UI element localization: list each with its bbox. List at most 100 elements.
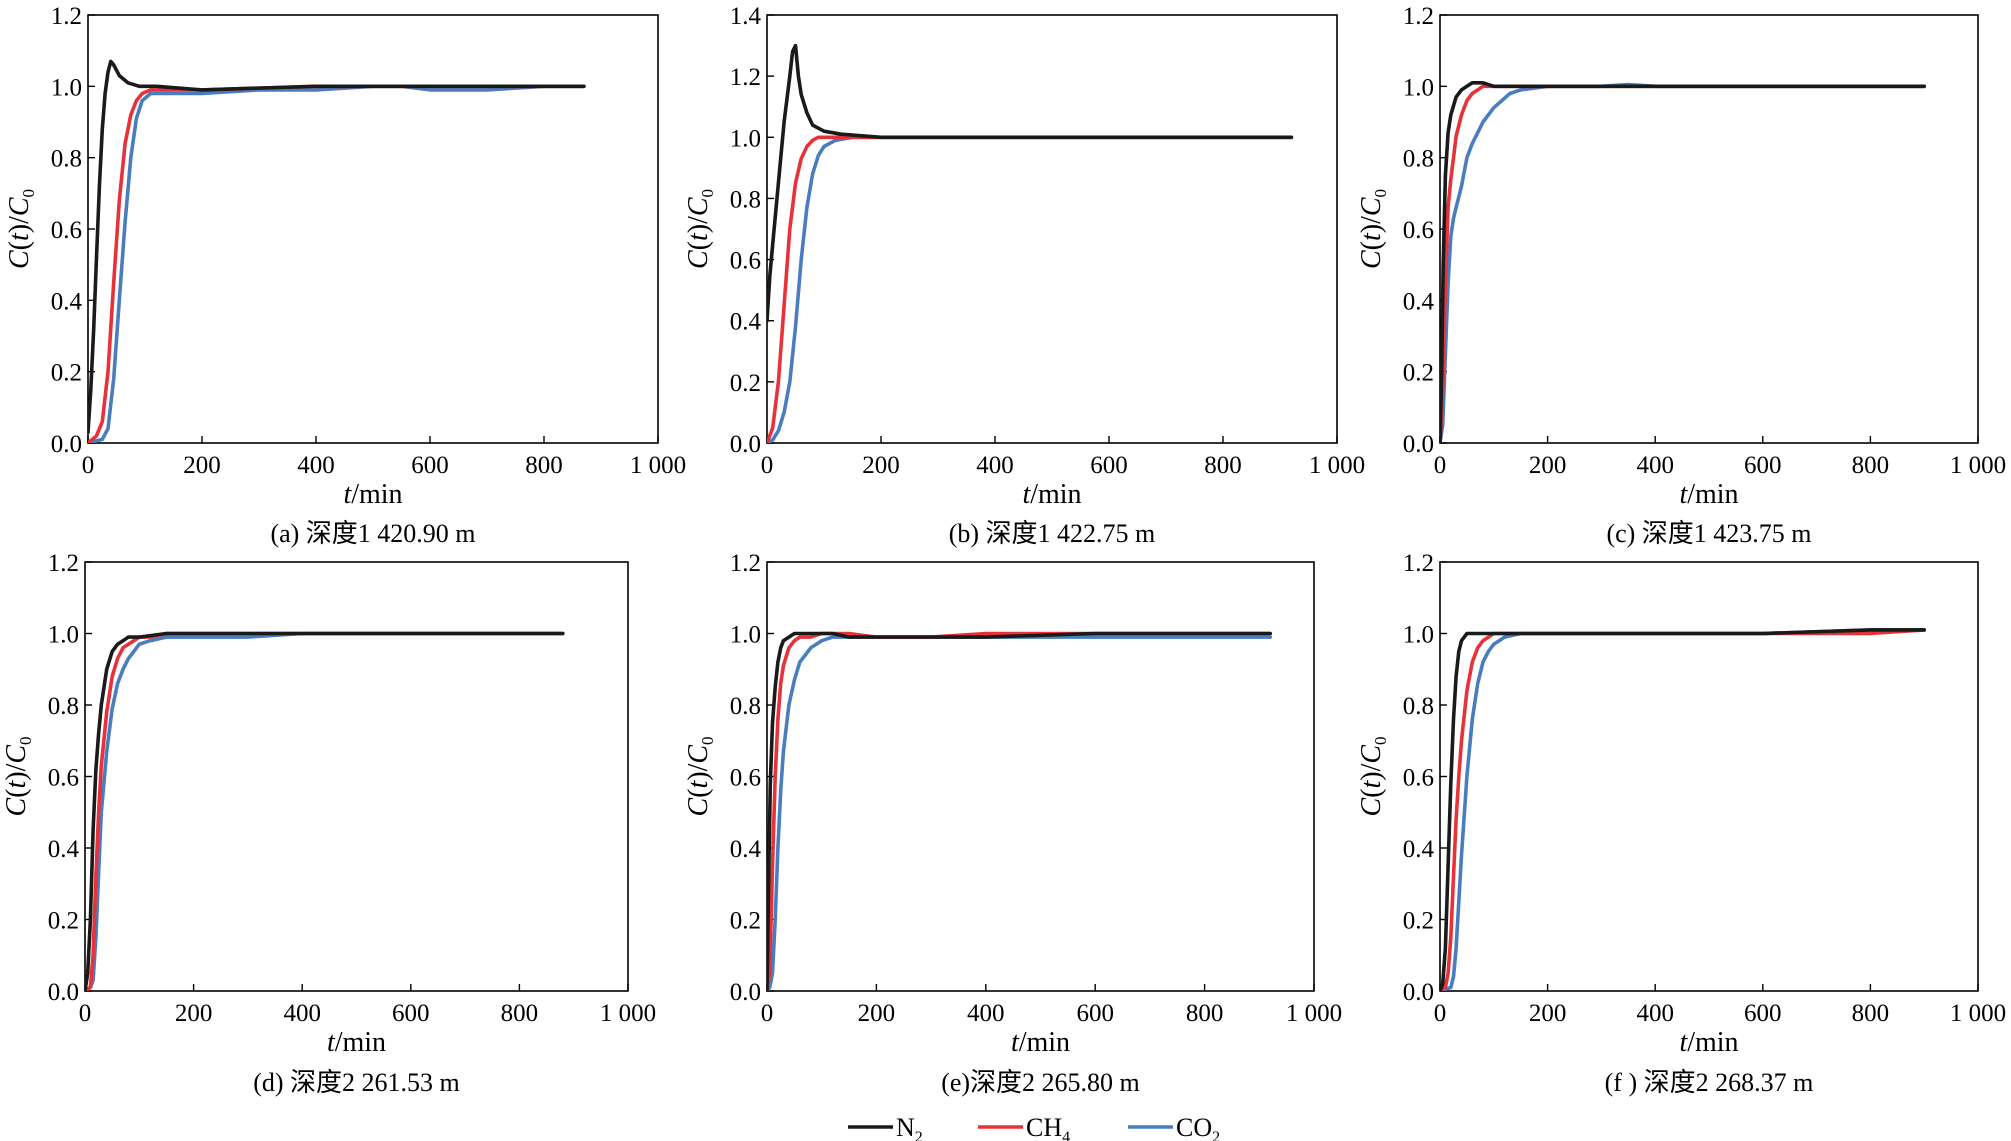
x-tick-label: 800 xyxy=(1204,452,1242,479)
x-axis-label: t/min xyxy=(343,479,402,510)
y-tick-label: 1.2 xyxy=(730,550,761,577)
x-tick-label: 1 000 xyxy=(1950,452,2006,479)
panel-caption: (d) 深度2 261.53 m xyxy=(253,1068,460,1097)
y-tick-label: 1.0 xyxy=(51,74,82,101)
y-tick-label: 1.0 xyxy=(1403,74,1434,101)
series-line-ch4 xyxy=(767,631,1272,991)
x-tick-label: 400 xyxy=(967,1000,1005,1027)
chart-panel-e: 0 200 400 600 800 1 000 0.0 0.2 0.4 0.6 0.8 1.0 1.2 t… xyxy=(683,550,1342,1097)
y-tick-label: 0.6 xyxy=(730,765,761,792)
y-tick-label: 1.2 xyxy=(730,64,761,91)
series-line-n2 xyxy=(1440,628,1926,991)
legend-label: N2 xyxy=(896,1113,923,1141)
x-tick-label: 1 000 xyxy=(1950,1000,2006,1027)
x-tick-label: 400 xyxy=(1636,452,1674,479)
x-tick-label: 1 000 xyxy=(1309,452,1365,479)
x-tick-label: 200 xyxy=(858,1000,896,1027)
y-tick-label: 0.8 xyxy=(51,146,82,173)
x-axis-label: t/min xyxy=(1679,479,1738,510)
y-tick-label: 1.4 xyxy=(730,3,762,30)
panel-caption: (a) 深度1 420.90 m xyxy=(270,519,475,548)
chart-panel-d: 0 200 400 600 800 1 000 0.0 0.2 0.4 0.6 0.8 1.0 1.2 t… xyxy=(1,550,656,1097)
plot-frame xyxy=(1439,561,1979,992)
x-tick-label: 0 xyxy=(761,452,774,479)
x-tick-label: 200 xyxy=(183,452,221,479)
legend-item-co2: CO2 xyxy=(1128,1113,1220,1141)
chart-panel-c: 0 200 400 600 800 1 000 0.0 0.2 0.4 0.6 0.8 1.0 1.2 t… xyxy=(1356,3,2006,548)
panel-caption: (b) 深度1 422.75 m xyxy=(949,519,1156,548)
y-tick-label: 0.2 xyxy=(730,908,761,935)
series-line-co2 xyxy=(1440,82,1926,443)
series-line-ch4 xyxy=(85,631,565,991)
y-tick-label: 0.6 xyxy=(1403,217,1434,244)
y-tick-label: 0.4 xyxy=(1403,288,1435,315)
x-tick-label: 800 xyxy=(1852,452,1890,479)
y-axis-label: C(t)/C0 xyxy=(1356,736,1390,816)
chart-panel-a: 0 200 400 600 800 1 000 0.0 0.2 0.4 0.6 0.8 1.0 1.2 t… xyxy=(4,3,686,548)
y-axis-label: C(t)/C0 xyxy=(1,736,35,816)
y-tick-label: 0.4 xyxy=(1403,836,1435,863)
y-tick-label: 1.0 xyxy=(730,622,761,649)
legend-label: CH4 xyxy=(1026,1113,1070,1141)
y-tick-label: 1.0 xyxy=(48,622,79,649)
x-tick-label: 0 xyxy=(82,452,95,479)
legend: N2 CH4 CO2 xyxy=(848,1113,1220,1141)
x-tick-label: 400 xyxy=(1636,1000,1674,1027)
y-axis-label: C(t)/C0 xyxy=(4,189,38,269)
y-tick-label: 1.2 xyxy=(1403,550,1434,577)
plot-frame xyxy=(84,561,629,992)
series-line-co2 xyxy=(767,635,1272,991)
y-tick-label: 1.2 xyxy=(48,550,79,577)
y-tick-label: 1.2 xyxy=(1403,3,1434,30)
y-tick-label: 0.4 xyxy=(51,288,83,315)
y-tick-label: 0.4 xyxy=(730,309,762,336)
x-axis-label: t/min xyxy=(1022,479,1081,510)
legend-item-n2: N2 xyxy=(848,1113,923,1141)
y-tick-label: 0.4 xyxy=(730,836,762,863)
y-tick-label: 0.0 xyxy=(730,979,761,1006)
y-tick-label: 0.0 xyxy=(1403,431,1434,458)
x-tick-label: 0 xyxy=(761,1000,774,1027)
y-tick-label: 0.0 xyxy=(51,431,82,458)
y-tick-label: 1.2 xyxy=(51,3,82,30)
plot-frame xyxy=(87,14,659,444)
series-line-co2 xyxy=(767,135,1294,443)
y-tick-label: 0.2 xyxy=(48,908,79,935)
y-tick-label: 1.0 xyxy=(730,125,761,152)
series-line-n2 xyxy=(1440,81,1926,443)
series-line-n2 xyxy=(85,631,565,991)
y-axis-label: C(t)/C0 xyxy=(683,736,717,816)
series-line-n2 xyxy=(767,631,1272,991)
series-line-ch4 xyxy=(88,84,586,443)
plot-frame xyxy=(766,14,1338,444)
y-tick-label: 0.2 xyxy=(51,360,82,387)
y-tick-label: 0.6 xyxy=(51,217,82,244)
x-tick-label: 0 xyxy=(79,1000,92,1027)
y-tick-label: 1.0 xyxy=(1403,622,1434,649)
y-tick-label: 0.0 xyxy=(48,979,79,1006)
x-tick-label: 200 xyxy=(1529,452,1567,479)
series-line-n2 xyxy=(767,43,1294,323)
x-tick-label: 0 xyxy=(1434,452,1447,479)
panels-group: 0 200 400 600 800 1 000 0.0 0.2 0.4 0.6 0.8 1.0 1.2 t… xyxy=(1,3,2006,1097)
series-line-ch4 xyxy=(767,135,1294,443)
series-line-co2 xyxy=(1440,628,1926,991)
y-tick-label: 0.4 xyxy=(48,836,80,863)
y-axis-label: C(t)/C0 xyxy=(683,189,717,269)
x-axis-label: t/min xyxy=(327,1027,386,1058)
y-tick-label: 0.0 xyxy=(730,431,761,458)
x-tick-label: 1 000 xyxy=(600,1000,656,1027)
x-tick-label: 800 xyxy=(525,452,563,479)
chart-panel-f: 0 200 400 600 800 1 000 0.0 0.2 0.4 0.6 0.8 1.0 1.2 t… xyxy=(1356,550,2006,1097)
x-tick-label: 600 xyxy=(1076,1000,1114,1027)
x-tick-label: 600 xyxy=(392,1000,430,1027)
chart-panel-b: 0 200 400 600 800 1 000 0.0 0.2 0.4 0.6 0.8 1.0 1.2 1… xyxy=(683,3,1365,548)
series-line-ch4 xyxy=(1440,628,1926,991)
plot-frame xyxy=(766,561,1315,992)
plot-frame xyxy=(1439,14,1979,444)
series-line-co2 xyxy=(85,631,565,991)
x-axis-label: t/min xyxy=(1679,1027,1738,1058)
legend-item-ch4: CH4 xyxy=(978,1113,1070,1141)
y-tick-label: 0.6 xyxy=(730,248,761,275)
